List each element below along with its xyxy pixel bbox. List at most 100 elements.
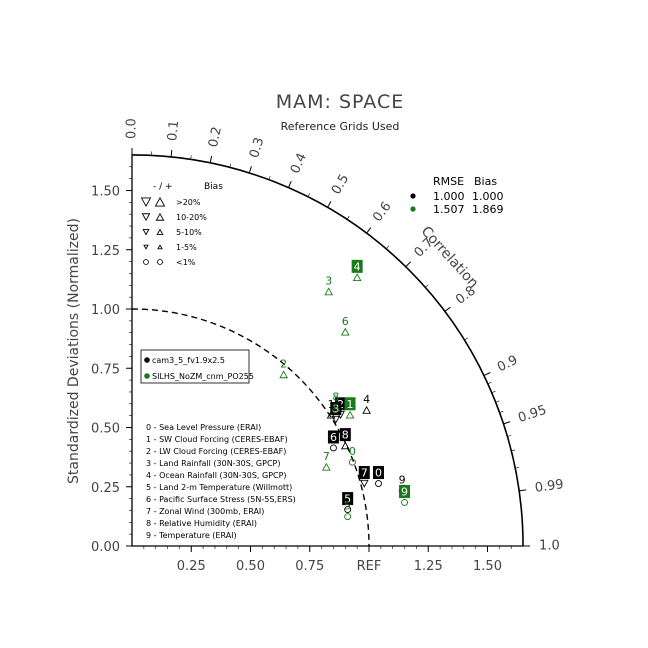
data-point-label: 6 <box>330 431 337 444</box>
data-point-label: 0 <box>349 445 356 458</box>
corr-minor-tick <box>507 435 512 437</box>
bias-legend: - / + Bias>20% 10-20% 5-10% 1-5% <1% <box>140 182 223 267</box>
series-legend-dot <box>144 373 150 379</box>
corr-tick-label: 0.99 <box>534 477 565 496</box>
data-point-box <box>344 397 356 411</box>
y-tick-label: 0.50 <box>91 422 120 437</box>
data-point: 0 <box>372 466 384 487</box>
data-points: 01234567890123456789 <box>279 259 411 521</box>
corr-tick-mark <box>444 306 451 312</box>
variable-legend-item: 1 - SW Cloud Forcing (CERES-EBAF) <box>146 435 288 444</box>
bias-legend-triangle-up <box>154 197 166 207</box>
data-point: 8 <box>331 391 341 412</box>
data-point-box <box>351 259 363 273</box>
corr-minor-tick <box>495 400 500 403</box>
data-point-label: 3 <box>325 275 332 288</box>
y-tick-label: 0.00 <box>91 540 120 555</box>
stats-dot <box>410 206 416 212</box>
stats-bias-value: 1.000 <box>472 190 504 203</box>
data-point-label: 8 <box>342 429 349 442</box>
data-point-circle <box>344 506 352 514</box>
series-legend-box <box>140 349 250 384</box>
data-point: 7 <box>321 450 331 471</box>
corr-tick-mark <box>405 261 411 268</box>
corr-minor-tick <box>491 390 496 394</box>
variable-legend-item: 9 - Temperature (ERAI) <box>146 531 237 540</box>
corr-tick-label: 0.4 <box>288 151 310 176</box>
bias-legend-label: <1% <box>176 258 196 267</box>
reference-arc <box>131 308 370 547</box>
bias-legend-triangle-down <box>143 244 149 250</box>
corr-minor-tick <box>190 155 192 160</box>
corr-minor-tick <box>385 245 390 250</box>
data-point: 6 <box>327 430 339 452</box>
data-point: 5 <box>344 500 352 521</box>
corr-minor-tick <box>499 410 504 413</box>
chart-subtitle: Reference Grids Used <box>281 120 400 133</box>
data-point: 3 <box>324 275 334 296</box>
data-point: 9 <box>399 484 411 506</box>
grid-layer <box>131 154 524 547</box>
stats-header-bias: Bias <box>474 175 497 188</box>
corr-tick-label: 1.0 <box>539 539 560 554</box>
data-point-circle <box>344 513 352 521</box>
variable-legend-item: 8 - Relative Humidity (ERAI) <box>146 519 257 528</box>
data-point-triangle <box>340 441 350 450</box>
data-point-label: 4 <box>354 260 361 273</box>
variable-legend-item: 6 - Pacific Surface Stress (5N-5S,ERS) <box>146 495 296 504</box>
data-point-label: 7 <box>323 450 330 463</box>
data-point-triangle <box>345 410 355 419</box>
data-point-circle <box>401 499 408 506</box>
data-point: 8 <box>339 428 351 450</box>
stats-rmse-value: 1.000 <box>433 190 465 203</box>
variable-legend-item: 0 - Sea Level Pressure (ERAI) <box>146 423 261 432</box>
x-tick-label: 1.25 <box>414 559 443 574</box>
data-point-label: 9 <box>399 474 406 487</box>
data-point-label: 5 <box>344 500 351 513</box>
corr-tick-mark <box>209 155 213 163</box>
bias-legend-header: Bias <box>204 182 223 192</box>
variable-legend-item: 2 - LW Cloud Forcing (CERES-EBAF) <box>146 447 286 456</box>
data-point-circle <box>348 458 356 466</box>
data-point-label: 1 <box>347 398 354 411</box>
corr-tick-label: 0.6 <box>370 199 394 225</box>
bias-legend-triangle-up <box>157 244 163 250</box>
bias-legend-circle-pos <box>157 259 163 265</box>
bias-legend-triangle-down <box>140 197 152 207</box>
data-point-label: 3 <box>332 403 339 416</box>
data-point-box <box>372 466 384 480</box>
data-point-triangle <box>359 479 369 488</box>
data-point: 0 <box>348 445 356 466</box>
variable-legend-item: 5 - Land 2-m Temperature (Willmott) <box>146 483 292 492</box>
bias-legend-triangle-down <box>142 229 150 236</box>
bias-legend-label: 10-20% <box>176 213 207 222</box>
y-tick-label: 0.75 <box>91 362 120 377</box>
series-legend-name: cam3_5_fv1.9x2.5 <box>152 356 225 365</box>
data-point: 4 <box>362 393 371 414</box>
data-point-circle <box>330 444 337 452</box>
corr-tick-mark <box>248 166 252 174</box>
correlation-label: Correlation <box>418 223 482 291</box>
corr-minor-tick <box>229 163 232 168</box>
corr-tick-label: 0.2 <box>206 125 225 148</box>
variable-legend: 0 - Sea Level Pressure (ERAI) 1 - SW Clou… <box>146 423 296 540</box>
outer-arc <box>131 154 524 547</box>
series-legend-dot <box>144 357 150 363</box>
data-point-box <box>330 402 342 416</box>
bias-legend-triangle-up <box>155 212 165 221</box>
chart-title: MAM: SPACE <box>276 91 404 113</box>
data-point: 1 <box>344 397 356 419</box>
x-tick-label: 0.75 <box>295 559 324 574</box>
corr-minor-tick <box>425 284 429 288</box>
corr-minor-tick <box>307 193 311 197</box>
x-tick-label: REF <box>357 559 382 574</box>
bias-legend-sign: - / + <box>153 182 173 192</box>
data-point-box <box>327 430 339 444</box>
series-legend: cam3_5_fv1.9x2.5 SILHS_NoZM_cnm_PO255 <box>140 349 254 384</box>
variable-legend-item: 7 - Zonal Wind (300mb, ERAI) <box>146 507 264 516</box>
corr-minor-tick <box>515 467 520 469</box>
data-point-box <box>339 428 351 442</box>
data-point-triangle <box>279 370 289 379</box>
corr-tick-label: 0.1 <box>165 120 182 142</box>
